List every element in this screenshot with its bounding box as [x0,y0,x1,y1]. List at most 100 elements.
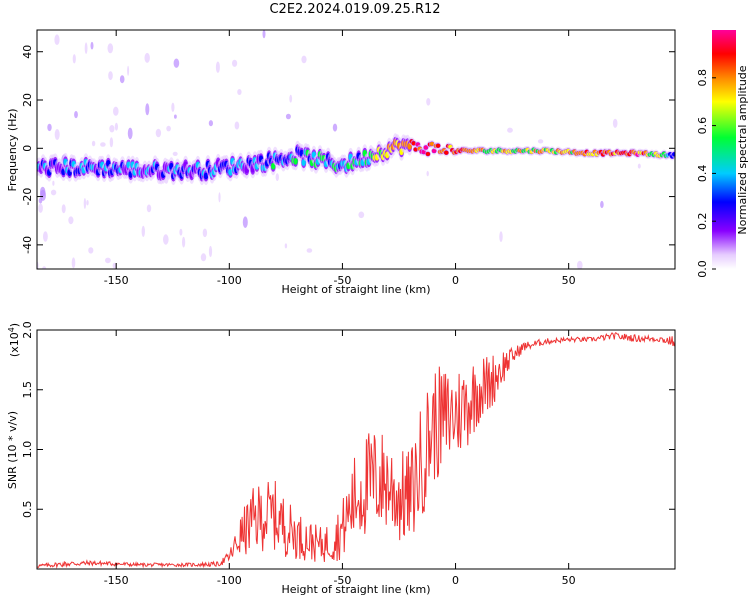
spectrogram-axes: -150 -100 -50 0 50 -40 -20 0 20 40 [21,30,675,287]
noise-blob [100,142,106,147]
noise-blob [166,125,171,132]
noise-blob [332,123,338,132]
noise-blob [173,58,180,68]
noise-blob [91,140,96,147]
noise-blob [174,114,177,119]
noise-blob [577,260,583,269]
noise-blob [285,113,291,120]
noise-blob [107,43,114,54]
x-tick-label: 50 [562,274,576,287]
noise-blob [145,103,150,116]
noise-blob [284,243,288,249]
ridge-core [425,152,431,156]
noise-blob [172,151,178,156]
ridge-core [203,172,209,180]
noise-blob [109,125,115,133]
noise-blob [426,170,429,177]
noise-blob [119,75,125,84]
ridge-core [429,141,435,146]
colorbar-tick-label: 0.0 [696,260,709,278]
noise-blob [537,139,544,144]
x-tick-label: 0 [452,274,459,287]
x-tick-label: -50 [333,574,351,587]
noise-blob [637,163,641,169]
ridge-core [301,159,306,167]
noise-blob [114,122,118,131]
noise-blob [71,257,76,269]
colorbar-tick-label: 0.6 [696,117,709,135]
colorbar: 0.0 0.2 0.4 0.6 0.8 Normalized spectral ampl… [696,30,749,278]
noise-blob [88,247,94,254]
ridge-core [228,168,233,176]
x-tick-label: -50 [333,274,351,287]
colorbar-axis: 0.0 0.2 0.4 0.6 0.8 [696,69,716,278]
noise-blob [61,204,66,214]
noise-blob [202,228,208,238]
x-tick-label: 0 [452,574,459,587]
noise-blob [499,231,503,243]
figure-title: C2E2.2024.019.09.25.R12 [269,2,441,17]
noise-blob [112,262,117,269]
noise-blob [232,59,238,67]
noise-blob [105,257,111,264]
noise-blob [301,55,307,64]
noise-blob [289,94,293,103]
colorbar-label: Normalized spectral amplitude [736,65,749,234]
noise-blob [90,41,94,50]
colorbar-gradient [712,30,736,269]
colorbar-tick-label: 0.8 [696,69,709,87]
noise-blob [113,106,119,116]
noise-blob [42,266,47,269]
y-tick-label: 1.5 [21,381,34,399]
noise-blob [141,225,145,237]
y-tick-label: 40 [21,45,34,59]
y-tick-label: 0 [21,145,34,152]
noise-blob [109,137,114,148]
noise-blob [127,127,133,140]
noise-blob [146,204,152,213]
noise-blob [108,71,113,81]
snr-axes: -150 -100 -50 0 50 0.5 1.0 1.5 2.0 [21,321,675,587]
noise-blob [242,216,248,228]
noise-blob [306,248,313,253]
ridge-core [431,148,437,153]
noise-blob [507,127,513,133]
noise-blob [54,34,60,45]
noise-blob [215,61,220,73]
noise-blob [68,216,74,225]
spectrogram-x-label: Height of straight line (km) [281,283,430,296]
y-tick-label: 1.0 [21,441,34,459]
noise-blob [218,192,221,203]
ridge-core [435,143,441,148]
noise-blob [54,129,60,140]
x-tick-label: 50 [562,574,576,587]
snr-y-label: SNR (10 * v/v) [6,411,19,489]
x-tick-label: -100 [217,274,242,287]
y-tick-label: 20 [21,93,34,107]
y-tick-label: -20 [21,188,34,206]
ridge-core [423,145,429,150]
ridge-core [411,141,416,146]
y-tick-label: -40 [21,236,34,254]
noise-blob [208,120,213,127]
snr-x-label: Height of straight line (km) [281,583,430,596]
spectrogram-panel: -150 -100 -50 0 50 -40 -20 0 20 40 Height of stra… [6,29,676,296]
noise-blob [208,245,213,258]
noise-blob [84,42,88,54]
colorbar-tick-label: 0.4 [696,165,709,183]
noise-blob [50,189,57,196]
noise-blob [163,234,169,245]
noise-blob [72,54,76,64]
noise-blob [200,253,207,262]
spectrogram-frame [36,29,676,270]
y-tick-label: 0.5 [21,501,34,519]
svg-text:(x104): (x104) [7,323,21,357]
spectrogram-marks [37,30,675,269]
noise-blob [38,203,43,213]
noise-blob [426,98,431,106]
snr-marks [37,331,675,569]
spectrogram-y-label: Frequency (Hz) [6,109,19,192]
noise-blob [234,121,240,130]
snr-panel: -150 -100 -50 0 50 0.5 1.0 1.5 2.0 Height of str… [6,321,676,596]
